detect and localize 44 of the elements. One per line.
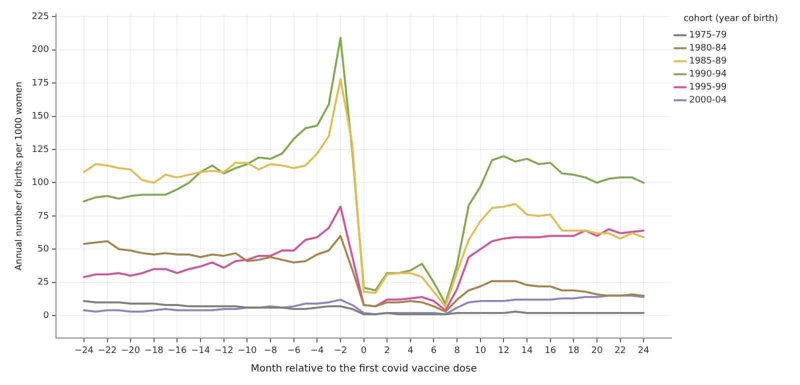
y-tick-label: 200: [32, 45, 50, 56]
x-tick-label: 14: [521, 346, 534, 356]
y-tick-label: 175: [32, 78, 49, 88]
x-tick-label: −24: [74, 346, 94, 356]
x-tick-label: 16: [544, 346, 556, 356]
x-tick-label: −16: [168, 346, 188, 356]
x-tick-label: 8: [454, 346, 460, 356]
x-tick-label: 22: [614, 346, 626, 356]
x-tick-label: 4: [408, 346, 414, 356]
legend-label: 1985-89: [689, 56, 727, 67]
x-tick-label: −4: [310, 346, 324, 356]
x-tick-label: −12: [214, 346, 234, 356]
x-tick-label: −8: [264, 346, 278, 356]
y-tick-label: 0: [43, 310, 50, 321]
x-tick-label: 18: [568, 346, 580, 356]
x-tick-label: −14: [191, 346, 210, 356]
x-tick-label: 24: [638, 346, 650, 356]
x-tick-label: 0: [360, 346, 367, 356]
y-tick-label: 125: [32, 144, 49, 155]
x-tick-label: −10: [238, 346, 257, 356]
legend-label: 2000-04: [689, 96, 727, 106]
x-tick-label: 6: [430, 346, 437, 356]
y-tick-label: 25: [38, 278, 49, 288]
x-tick-label: 12: [498, 346, 510, 356]
y-tick-label: 50: [38, 244, 50, 255]
y-tick-label: 100: [32, 178, 50, 188]
legend-label: 1990-94: [689, 70, 727, 80]
x-tick-label: −6: [287, 346, 301, 356]
x-tick-label: 2: [384, 346, 390, 356]
legend-label: 1995-99: [689, 82, 727, 93]
y-axis-title: Annual number of births per 1000 women: [14, 82, 25, 271]
x-tick-label: −18: [144, 346, 164, 356]
x-tick-label: 10: [474, 346, 486, 356]
x-tick-label: −2: [334, 346, 348, 356]
legend-label: 1975-79: [689, 30, 727, 41]
legend-title: cohort (year of birth): [684, 14, 778, 24]
y-tick-label: 75: [38, 211, 49, 222]
x-tick-label: −20: [121, 346, 140, 356]
y-tick-label: 225: [32, 12, 49, 22]
x-tick-label: −22: [98, 346, 117, 356]
legend-label: 1980-84: [689, 44, 727, 54]
y-tick-label: 150: [32, 112, 50, 122]
x-tick-label: 20: [591, 346, 603, 356]
x-axis-title: Month relative to the first covid vaccine dose: [250, 364, 477, 375]
